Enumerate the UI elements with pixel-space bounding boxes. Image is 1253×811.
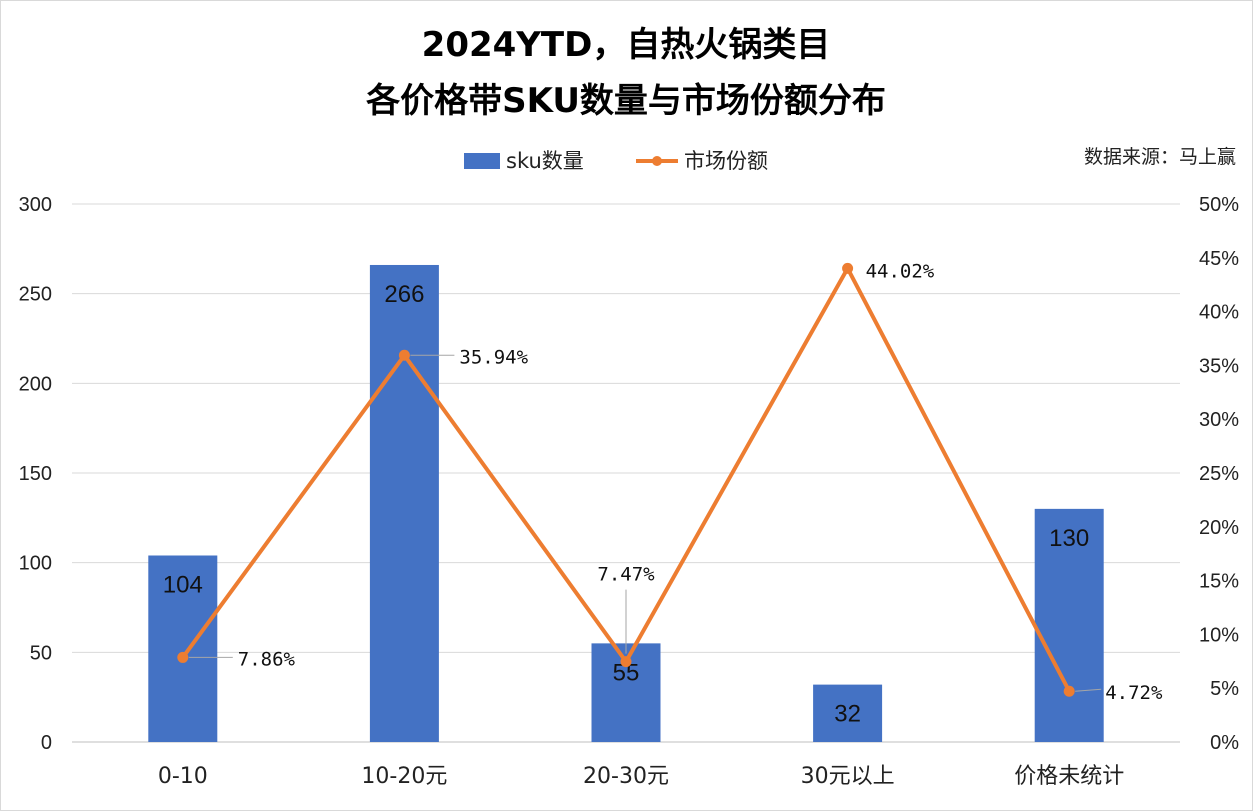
gridlines — [72, 203, 1180, 743]
left-axis-tick-label: 200 — [19, 373, 52, 395]
right-axis-tick-label: 0% — [1210, 732, 1239, 754]
right-axis-tick-label: 30% — [1199, 409, 1239, 431]
right-axis-tick-label: 25% — [1199, 463, 1239, 485]
bar — [148, 555, 218, 742]
left-axis-tick-label: 300 — [19, 194, 52, 216]
bar-data-label: 130 — [1049, 525, 1089, 552]
right-axis-tick-label: 15% — [1199, 571, 1239, 593]
category-label: 30元以上 — [801, 764, 895, 789]
right-axis-tick-label: 40% — [1199, 302, 1239, 324]
category-label: 价格未统计 — [1014, 764, 1124, 789]
line-data-label: 7.86% — [238, 648, 296, 670]
legend-label-sku: sku数量 — [506, 149, 584, 173]
category-axis-labels: 0-10 10-20元 20-30元 30元以上 价格未统计 — [158, 764, 1124, 789]
line-point — [398, 349, 410, 361]
left-axis-ticks: 0 50 100 150 200 250 300 — [19, 194, 52, 754]
right-axis-tick-label: 20% — [1199, 517, 1239, 539]
legend-marker-share — [652, 156, 662, 166]
left-axis-tick-label: 0 — [41, 732, 52, 754]
bar-data-label: 266 — [384, 281, 424, 308]
left-axis-tick-label: 100 — [19, 553, 52, 575]
right-axis-tick-label: 50% — [1199, 194, 1239, 216]
leader-line — [1075, 688, 1102, 692]
line-data-labels: 7.86% 35.94% 7.47% 44.02% 4.72% — [238, 260, 1163, 704]
chart-title-line1: 2024YTD，自热火锅类目 — [422, 25, 831, 65]
line-label-leaders — [188, 354, 1102, 692]
right-axis-tick-label: 5% — [1210, 678, 1239, 700]
chart-title-line2: 各价格带SKU数量与市场份额分布 — [366, 81, 886, 121]
right-axis-tick-label: 45% — [1199, 248, 1239, 270]
line-data-label: 35.94% — [459, 346, 528, 368]
bar — [813, 684, 883, 742]
category-label: 0-10 — [158, 764, 208, 789]
legend: sku数量 市场份额 — [464, 149, 768, 173]
line-point — [1063, 685, 1075, 697]
line-point — [620, 656, 632, 668]
legend-swatch-sku — [464, 153, 500, 169]
legend-label-share: 市场份额 — [684, 149, 768, 173]
data-source-note: 数据来源：马上赢 — [1084, 146, 1236, 168]
bar-series — [148, 264, 1104, 742]
left-axis-tick-label: 150 — [19, 463, 52, 485]
bar — [1034, 508, 1104, 742]
category-label: 20-30元 — [583, 764, 669, 789]
left-axis-tick-label: 250 — [19, 284, 52, 306]
line-data-label: 4.72% — [1105, 682, 1163, 704]
bar-data-label: 32 — [834, 701, 861, 728]
line-data-label: 7.47% — [597, 564, 655, 586]
category-label: 10-20元 — [361, 764, 447, 789]
right-axis-tick-label: 35% — [1199, 355, 1239, 377]
bar-data-label: 104 — [163, 571, 203, 598]
line-data-label: 44.02% — [866, 260, 935, 282]
line-series — [177, 262, 1075, 697]
line-point — [842, 262, 854, 274]
line-point — [177, 651, 189, 663]
bar — [369, 264, 439, 742]
right-axis-tick-label: 10% — [1199, 624, 1239, 646]
left-axis-tick-label: 50 — [30, 642, 52, 664]
right-axis-ticks: 0% 5% 10% 15% 20% 25% 30% 35% 40% 45% 50% — [1199, 194, 1239, 754]
